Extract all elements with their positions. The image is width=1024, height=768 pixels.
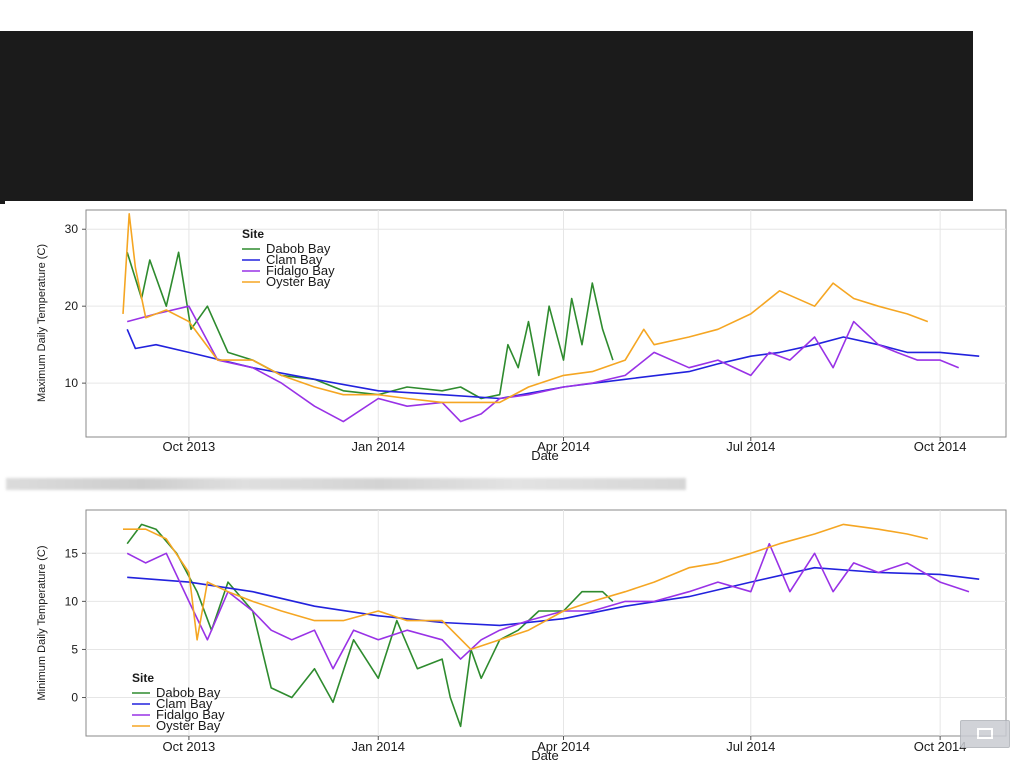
x-tick-label: Apr 2014 xyxy=(537,439,590,454)
x-tick-label: Jan 2014 xyxy=(352,739,406,754)
legend-title: Site xyxy=(132,671,154,685)
legend-label: Clam Bay xyxy=(156,696,213,711)
chart-panel-2: 0 5 10 15 Oct 2013 Jan 2014 Apr 2014 Jul 2014 Oc… xyxy=(36,509,1007,763)
legend-title: Site xyxy=(242,227,264,241)
legend-label: Dabob Bay xyxy=(266,241,331,256)
slide-title-banner xyxy=(0,31,973,201)
series-line-fidalgo-bay xyxy=(126,305,960,423)
y-tick-label: 30 xyxy=(65,222,79,236)
screen-icon xyxy=(977,728,993,739)
legend-label: Oyster Bay xyxy=(266,274,331,289)
legend-label: Oyster Bay xyxy=(156,718,221,733)
series-line-oyster-bay xyxy=(122,213,929,404)
series-line-oyster-bay xyxy=(123,523,928,651)
x-axis-title: Date xyxy=(531,748,558,763)
blurred-caption xyxy=(6,478,686,490)
y-tick-label: 5 xyxy=(71,642,78,656)
legend-label: Dabob Bay xyxy=(156,685,221,700)
y-axis-title: Minimum Daily Temperature (C) xyxy=(36,545,48,700)
y-tick-label: 10 xyxy=(65,594,79,608)
y-tick-label: 15 xyxy=(65,546,79,560)
legend-label: Fidalgo Bay xyxy=(156,707,225,722)
series-line-clam-bay xyxy=(127,566,980,627)
y-tick-label: 0 xyxy=(71,691,78,705)
legend-label: Clam Bay xyxy=(266,252,323,267)
series-line-fidalgo-bay xyxy=(126,542,970,670)
x-tick-label: Oct 2013 xyxy=(163,739,216,754)
y-axis-title: Maximum Daily Temperature (C) xyxy=(36,244,48,402)
x-tick-label: Apr 2014 xyxy=(537,739,590,754)
x-tick-label: Oct 2014 xyxy=(914,739,967,754)
x-tick-label: Jan 2014 xyxy=(352,439,406,454)
chart-panel-1: 10 20 30 Oct 2013 Jan 2014 Apr 2014 Jul 2014 Oc… xyxy=(36,209,1007,463)
y-tick-label: 10 xyxy=(65,376,79,390)
y-tick-label: 20 xyxy=(65,299,79,313)
series-line-clam-bay xyxy=(126,328,980,400)
x-tick-label: Jul 2014 xyxy=(726,739,775,754)
x-tick-label: Oct 2014 xyxy=(914,439,967,454)
x-axis-title: Date xyxy=(531,448,558,463)
series-line-dabob-bay xyxy=(126,251,614,400)
x-tick-label: Oct 2013 xyxy=(163,439,216,454)
slide-nav-icon[interactable] xyxy=(960,720,1010,748)
x-tick-label: Jul 2014 xyxy=(726,439,775,454)
banner-notch xyxy=(0,199,5,204)
plot-frame xyxy=(85,509,1007,737)
legend-label: Fidalgo Bay xyxy=(266,263,335,278)
